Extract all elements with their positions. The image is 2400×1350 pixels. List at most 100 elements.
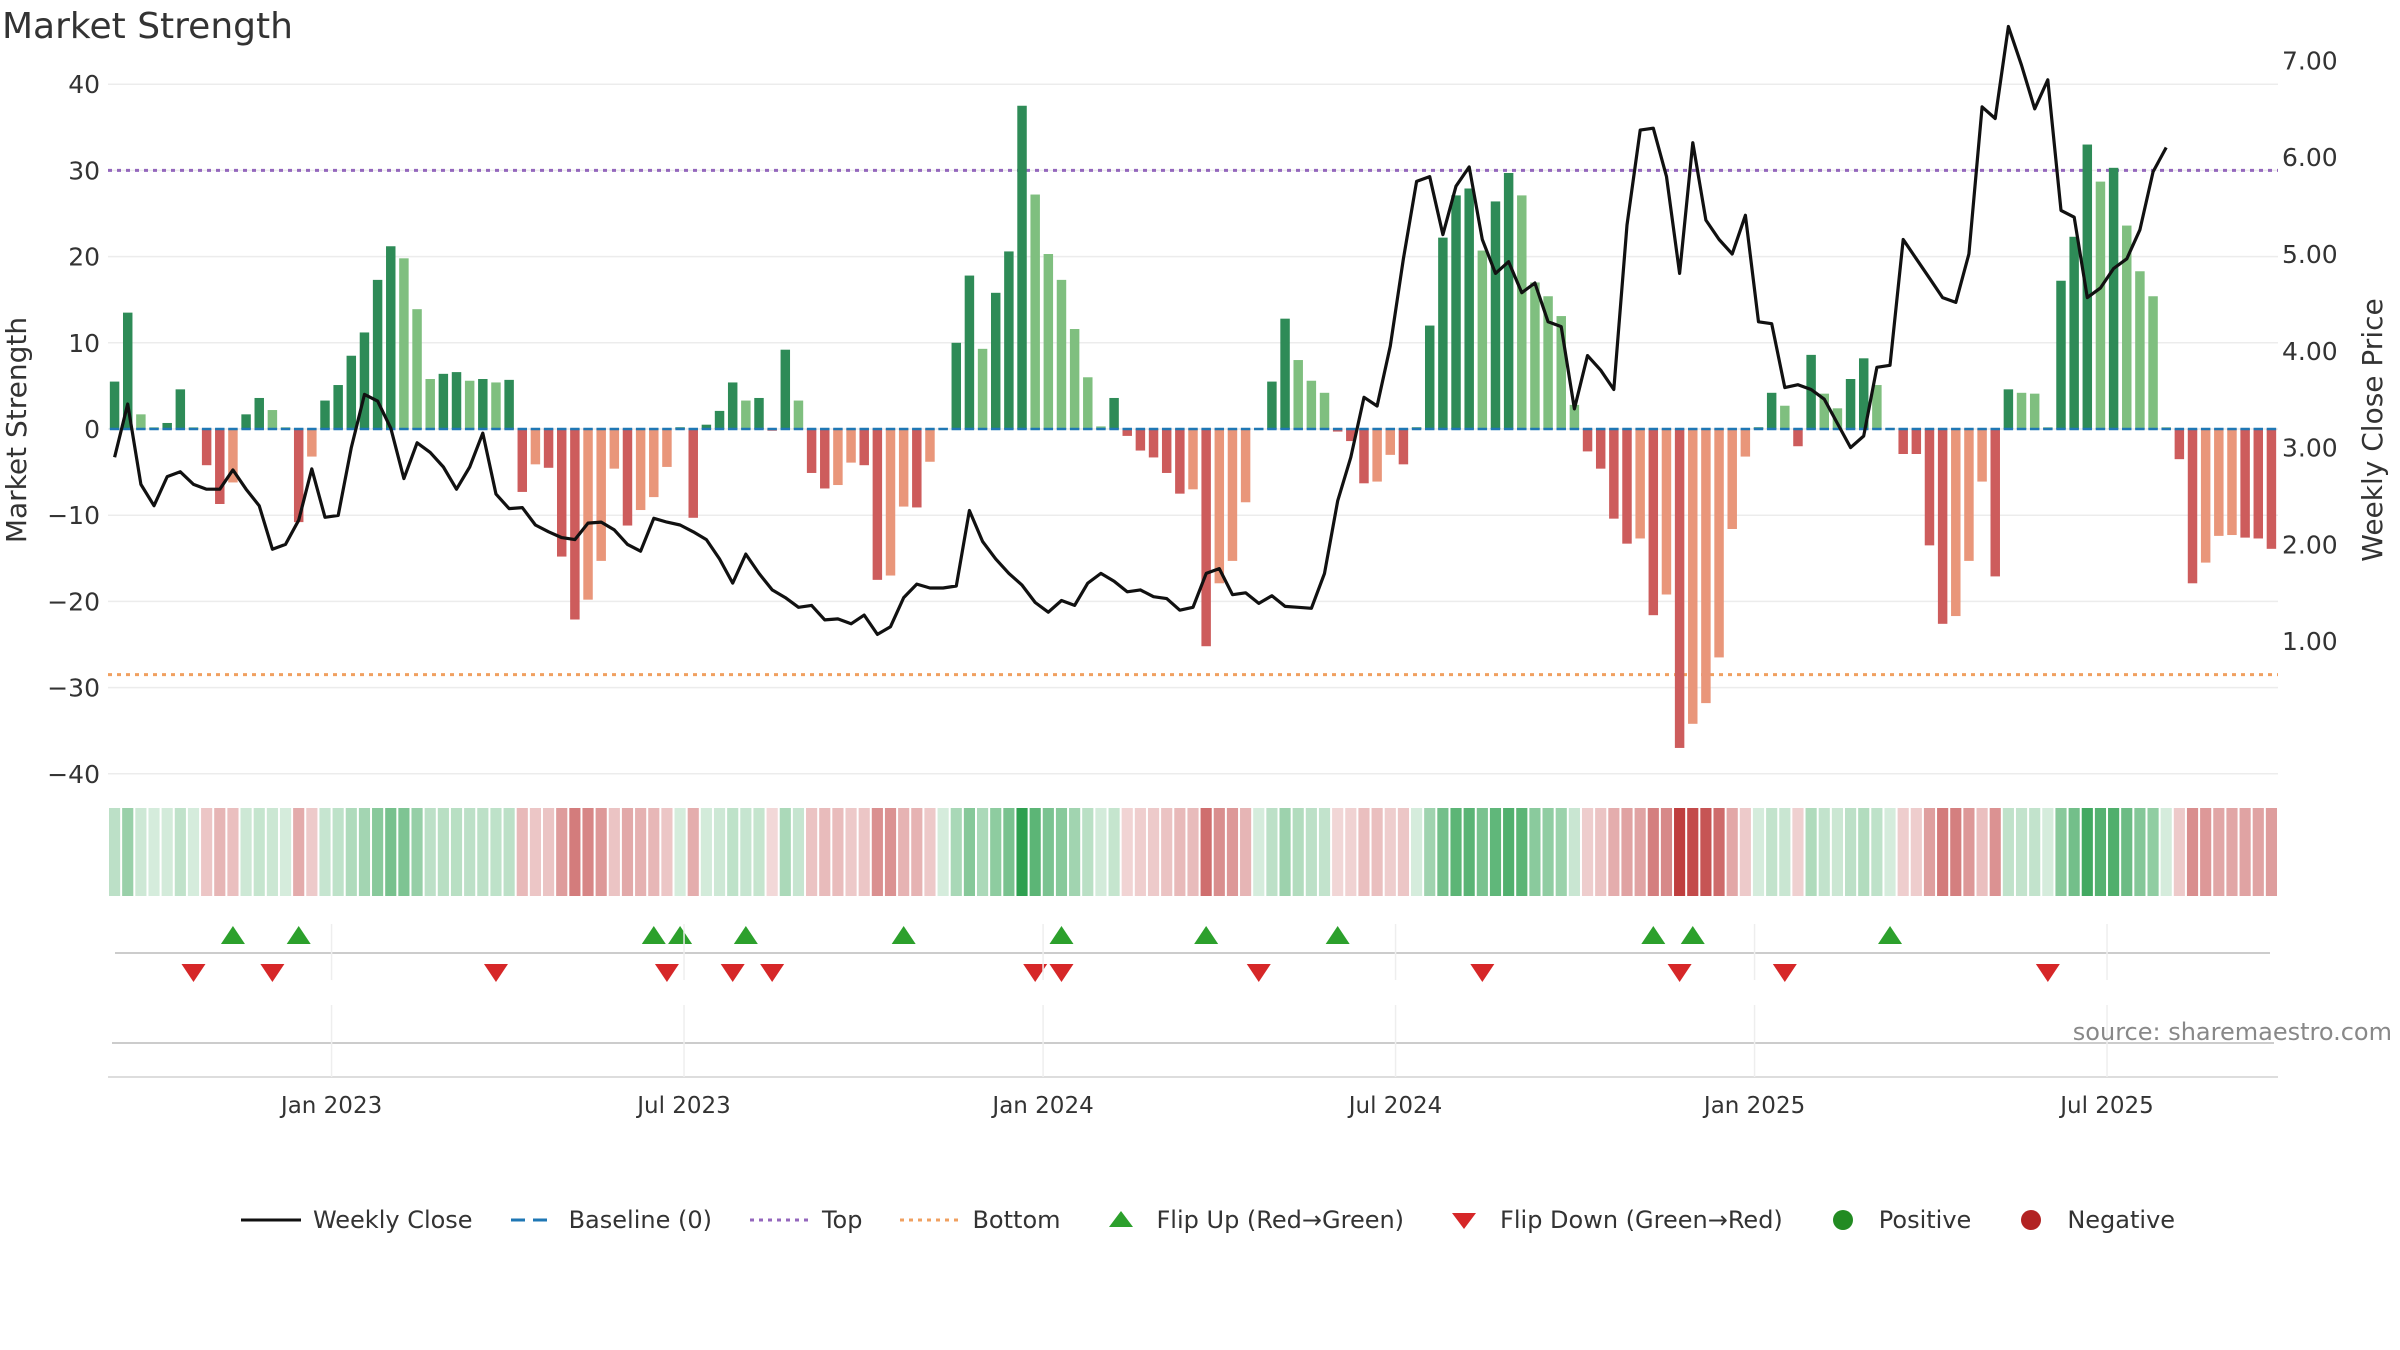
legend-positive[interactable]: Positive [1821, 1206, 1971, 1234]
strength-bar [1096, 426, 1106, 429]
flip-up-marker [1878, 926, 1903, 944]
strength-bar [1622, 429, 1632, 544]
heat-cell [240, 808, 252, 896]
flip-down-marker [1470, 964, 1495, 982]
flip-down-marker [654, 964, 679, 982]
heat-cell [582, 808, 594, 896]
heat-cell [1792, 808, 1804, 896]
flip-down-marker [181, 964, 206, 982]
strength-bar [2003, 389, 2014, 429]
strength-bar [2082, 144, 2093, 430]
triangle-down-icon [1442, 1208, 1486, 1232]
strength-bar [504, 379, 514, 429]
strength-bar [1424, 325, 1435, 429]
strength-bar [478, 379, 488, 429]
heat-cell [2239, 808, 2251, 896]
strength-bar [162, 422, 172, 429]
strength-bar [2135, 271, 2145, 429]
heat-cell [1634, 808, 1646, 896]
heat-cell [648, 808, 660, 896]
strength-bar [1004, 251, 1014, 429]
heat-cell [2265, 808, 2277, 896]
legend-label: Flip Down (Green→Red) [1500, 1206, 1783, 1234]
heat-cell [503, 808, 515, 896]
strength-bar [1332, 429, 1343, 432]
y-tick-label-right: 7.00 [2282, 46, 2338, 75]
strength-bar [2214, 429, 2224, 536]
strength-bar [912, 429, 922, 508]
date-label: Jul 2025 [2058, 1093, 2154, 1119]
strength-bar [372, 279, 383, 429]
strength-bar [228, 429, 238, 483]
strength-bar [543, 429, 554, 468]
legend-baseline[interactable]: Baseline (0) [510, 1206, 712, 1234]
heat-cell [161, 808, 173, 896]
heat-cell [2186, 808, 2199, 896]
strength-bar [2174, 429, 2185, 460]
strength-bar [122, 312, 133, 429]
strength-bar [293, 429, 304, 523]
grid-lines [108, 83, 2278, 775]
heat-cell [1608, 808, 1620, 896]
heat-cell [2002, 808, 2014, 896]
date-label: Jan 2023 [279, 1093, 382, 1119]
strength-bar [346, 355, 357, 429]
heat-cell [1082, 808, 1094, 896]
heat-cell [950, 808, 962, 896]
heat-cell [2029, 808, 2041, 896]
flip-up-marker [286, 926, 311, 944]
legend-label: Baseline (0) [568, 1206, 712, 1234]
strength-bar [1635, 429, 1645, 539]
strength-bar [1964, 429, 1974, 561]
heat-cell [674, 808, 686, 896]
strength-bar [793, 400, 804, 429]
strength-bar [2253, 429, 2264, 539]
strength-bar [1359, 429, 1369, 484]
heat-cell [740, 808, 752, 896]
legend-top[interactable]: Top [749, 1206, 862, 1234]
strength-bar [1688, 429, 1698, 724]
legend-negative[interactable]: Negative [2009, 1206, 2175, 1234]
flip-up-marker [891, 926, 916, 944]
heat-cell [2213, 808, 2225, 896]
y-tick-label-left: −20 [47, 587, 100, 616]
strength-bar [833, 429, 843, 486]
legend-flip-down[interactable]: Flip Down (Green→Red) [1442, 1206, 1783, 1234]
date-label: Jul 2024 [1347, 1093, 1443, 1119]
heat-cell [1976, 808, 1988, 896]
strength-bar [727, 382, 738, 429]
legend-flip-up[interactable]: Flip Up (Red→Green) [1099, 1206, 1404, 1234]
heat-cell [1450, 808, 1462, 896]
heat-cell [1805, 808, 1817, 896]
strength-bar [570, 429, 580, 620]
legend-weekly-close[interactable]: Weekly Close [240, 1206, 473, 1234]
heat-cell [122, 808, 134, 896]
heat-cell [635, 808, 647, 896]
strength-bar [688, 429, 698, 518]
triangle-up-icon [1099, 1208, 1143, 1232]
heat-cell [1055, 808, 1068, 896]
strength-bar [254, 397, 264, 429]
strength-bar [1161, 429, 1172, 473]
circle-icon [2009, 1208, 2053, 1232]
legend-bottom[interactable]: Bottom [900, 1206, 1061, 1234]
heat-cell [1345, 808, 1357, 896]
strength-bar [1556, 316, 1566, 429]
strength-bar [425, 379, 435, 429]
heat-cell [1950, 808, 1962, 896]
heat-cell [2147, 808, 2159, 896]
strength-bar [701, 424, 712, 429]
strength-bar [1845, 379, 1856, 429]
strength-bar [1056, 279, 1067, 429]
heat-cell [345, 808, 357, 896]
heat-cell [1069, 808, 1081, 896]
strength-bar [1188, 429, 1198, 490]
strength-bar [1451, 195, 1461, 429]
heat-cell [2134, 808, 2146, 896]
strength-bar [1503, 172, 1514, 429]
flip-down-marker [260, 964, 285, 982]
heat-cell [1042, 808, 1054, 896]
heat-cell [779, 808, 791, 896]
heat-cell [2015, 808, 2028, 896]
